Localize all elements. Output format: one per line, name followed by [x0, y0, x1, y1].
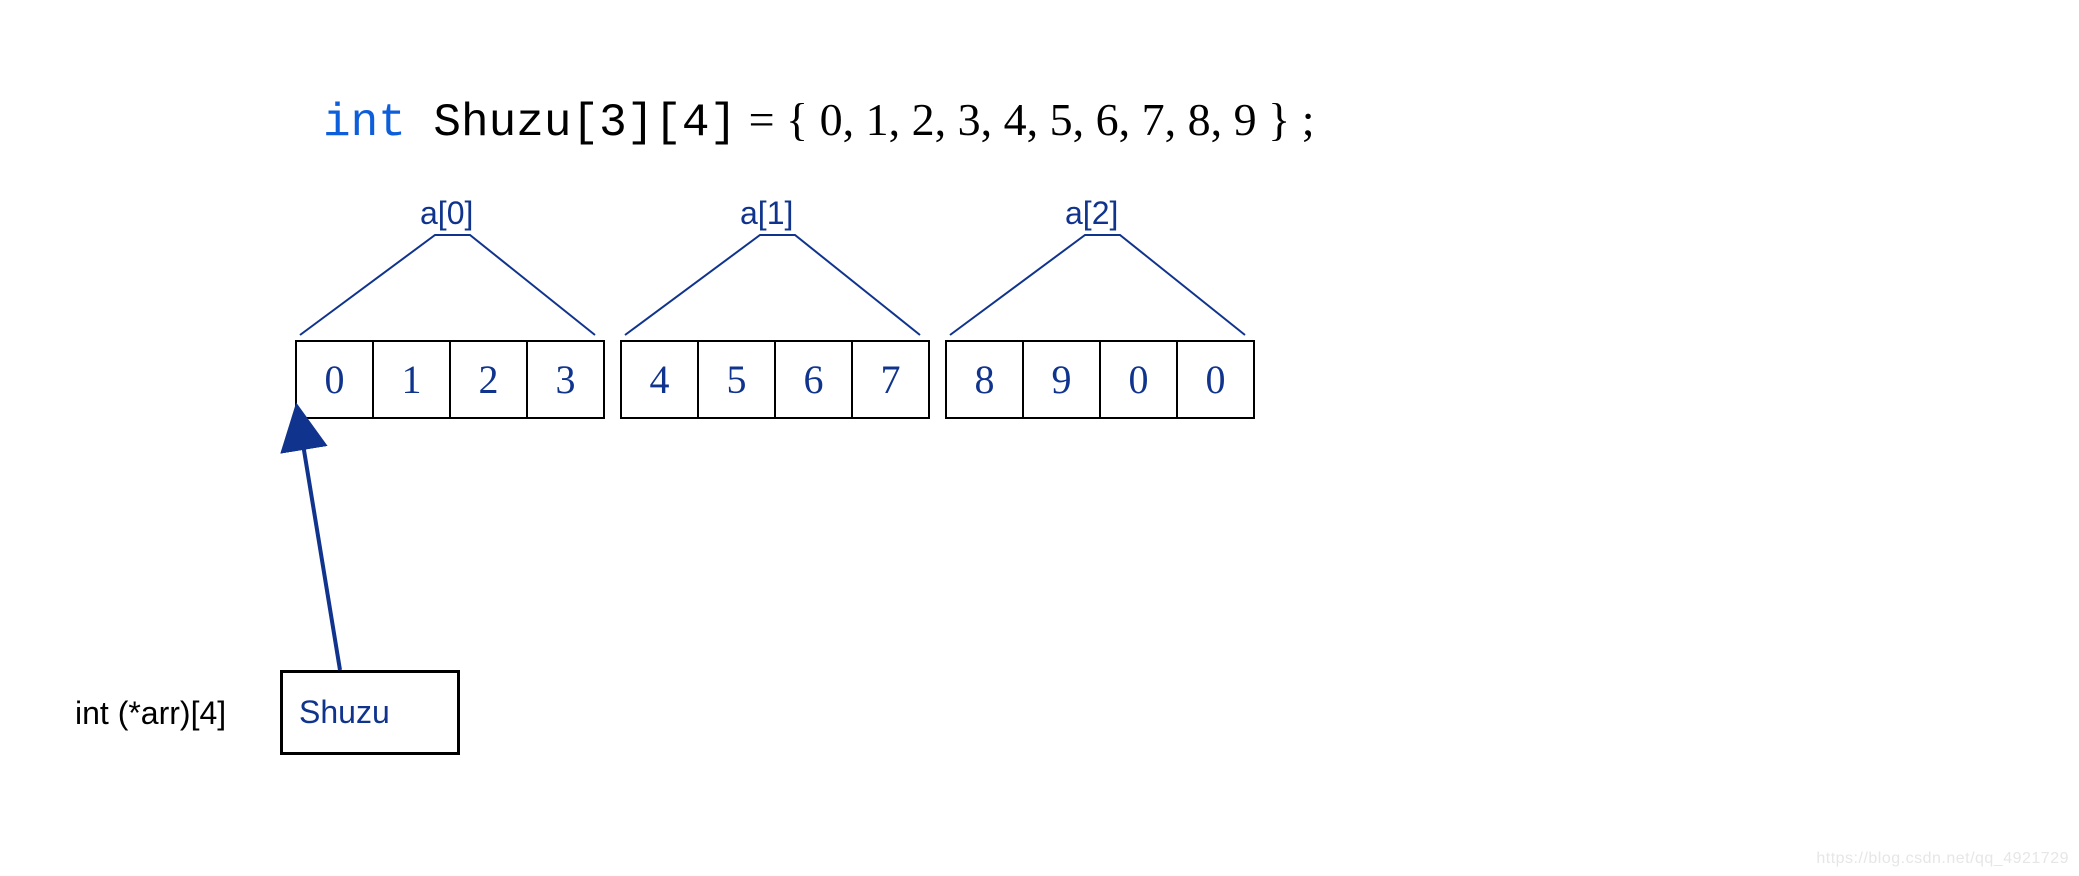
pointer-arrow: [0, 0, 2079, 876]
watermark: https://blog.csdn.net/qq_4921729: [1816, 850, 2069, 868]
